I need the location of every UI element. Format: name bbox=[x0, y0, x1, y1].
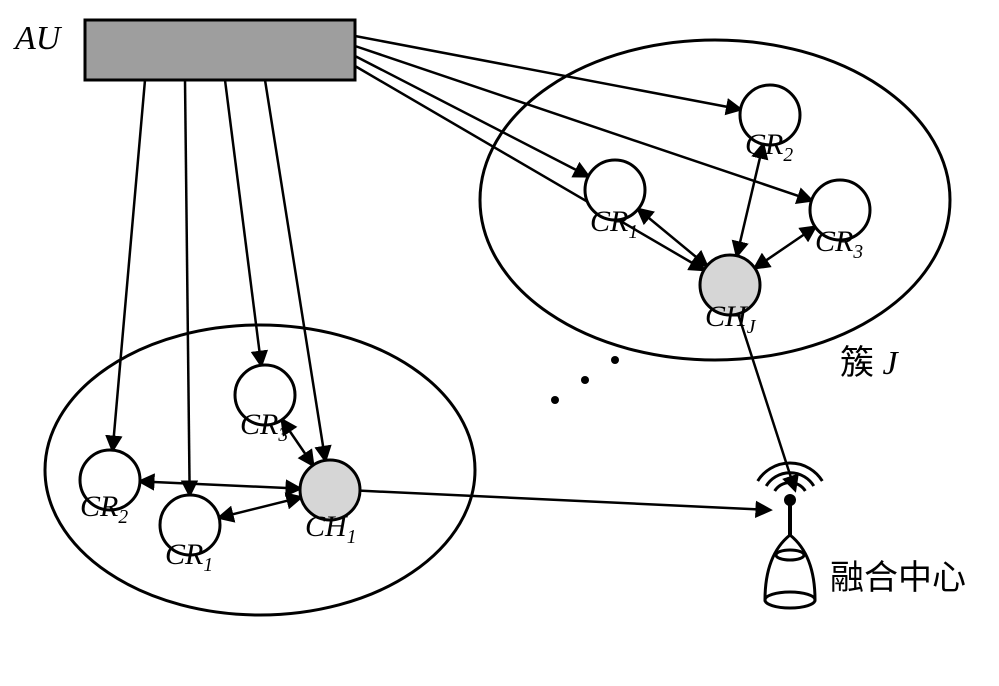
left-cr2-label: CR2 bbox=[80, 490, 128, 529]
cluster-j-label: 簇 J bbox=[840, 335, 898, 384]
au-label: AU bbox=[15, 20, 60, 58]
ellipsis-dot-2 bbox=[611, 356, 619, 364]
au-box bbox=[85, 20, 355, 80]
ellipsis-dot-0 bbox=[551, 396, 559, 404]
left-cr1-label: CR1 bbox=[165, 538, 213, 577]
right-cr2-label: CR2 bbox=[745, 128, 793, 167]
left-ch-label: CH1 bbox=[305, 510, 356, 549]
right-ch-label: CHJ bbox=[705, 300, 755, 339]
right-cr3-label: CR3 bbox=[815, 225, 863, 264]
left-cr3-label: CR3 bbox=[240, 408, 288, 447]
fusion-center-icon bbox=[758, 463, 823, 608]
fusion-center-label: 融合中心 bbox=[830, 550, 966, 599]
ellipsis-dot-1 bbox=[581, 376, 589, 384]
right-cr1-label: CR1 bbox=[590, 205, 638, 244]
